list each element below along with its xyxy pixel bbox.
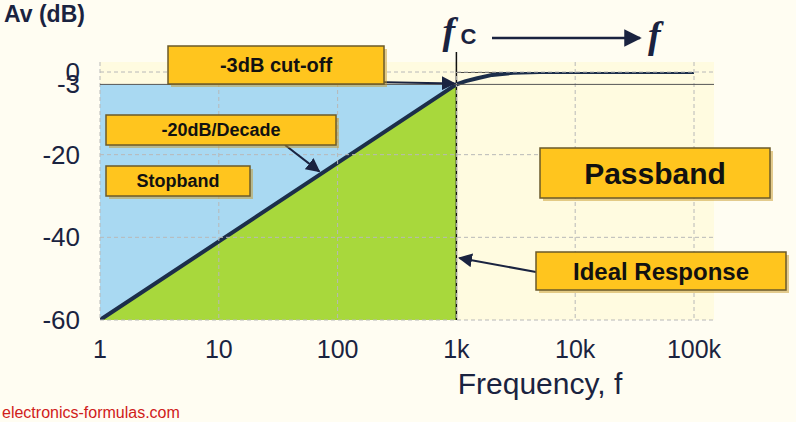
source-watermark: electronics-formulas.com [2, 404, 180, 421]
x-tick-label: 10k [555, 335, 596, 363]
cutoff-symbol: f [442, 10, 458, 52]
x-tick-label: 1 [93, 335, 107, 363]
passband-box [540, 148, 770, 198]
x-axis-label: Frequency, f [458, 367, 623, 400]
x-tick-label: 1k [443, 335, 470, 363]
passband-label: Passband [584, 157, 726, 190]
stopband-box [106, 166, 250, 196]
slope-label: -20dB/Decade [161, 120, 280, 140]
x-tick-label: 100k [667, 335, 722, 363]
y-tick-label: -40 [42, 222, 80, 252]
y-tick-label: -3 [57, 69, 80, 99]
stopband-label: Stopband [137, 171, 220, 191]
y-tick-label: -60 [42, 305, 80, 335]
slope-arrow [285, 145, 319, 171]
frequency-arrow [492, 37, 640, 40]
x-tick-label: 10 [205, 335, 233, 363]
x-grid-line [456, 62, 457, 320]
y-grid-line [100, 320, 714, 321]
ideal-response-box [536, 252, 786, 290]
chart: 0-3-20-40-601101001k10k100kAv (dB)Freque… [0, 0, 796, 422]
cutoff-label: -3dB cut-off [220, 54, 333, 76]
x-grid-line [100, 62, 101, 320]
y-tick-label: -20 [42, 140, 80, 170]
slope-box [106, 115, 336, 145]
cutoff-box [168, 46, 384, 84]
y-axis-label: Av (dB) [4, 1, 85, 27]
cutoff-subscript: C [460, 24, 476, 49]
x-grid-line [337, 62, 338, 320]
y-grid-line [100, 237, 714, 238]
ideal-response-arrow [459, 258, 536, 272]
ideal-response-label: Ideal Response [573, 258, 749, 285]
cutoff-marker-line [456, 52, 458, 72]
x-tick-label: 100 [317, 335, 359, 363]
frequency-symbol: f [648, 14, 664, 56]
